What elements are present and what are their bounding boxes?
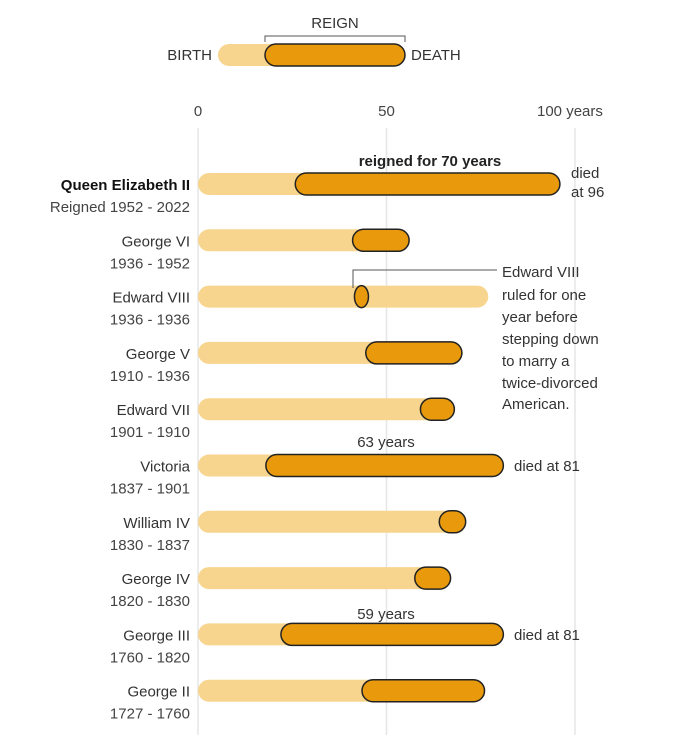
reign-bar [419, 397, 456, 421]
elizabeth-died-line2: at 96 [571, 184, 604, 201]
lifespan-bar [198, 398, 455, 421]
george3-died-annotation: died at 81 [514, 627, 580, 644]
monarch-name: William IV [123, 515, 190, 532]
monarch-name: Victoria [140, 459, 190, 476]
reign-period: 1727 - 1760 [110, 706, 190, 723]
edward8-note-line: stepping down [502, 331, 599, 348]
legend-birth-label: BIRTH [167, 47, 212, 64]
annotations: reigned for 70 years died at 96 63 years… [352, 153, 604, 644]
reign-bar [294, 172, 561, 196]
reign-bar [414, 566, 452, 590]
x-axis: 0 50 100 years [194, 103, 603, 120]
x-tick-label: 50 [378, 103, 395, 120]
reign-period: 1820 - 1830 [110, 593, 190, 610]
reign-period: 1830 - 1837 [110, 537, 190, 554]
reign-bar [438, 510, 467, 534]
victoria-died-annotation: died at 81 [514, 458, 580, 475]
reign-bar [280, 622, 505, 647]
victoria-years-annotation: 63 years [357, 434, 415, 451]
x-tick-label: 0 [194, 103, 202, 120]
x-tick-label: 100 years [537, 103, 603, 120]
reign-period: 1936 - 1936 [110, 312, 190, 329]
monarch-name: George III [123, 627, 190, 644]
lifespan-bar [198, 285, 489, 308]
elizabeth-reign-annotation: reigned for 70 years [359, 153, 502, 170]
legend-reign-bracket [264, 35, 406, 42]
edward8-note-line: Edward VIII [502, 264, 580, 281]
bars [198, 172, 561, 703]
reign-bar [353, 284, 370, 309]
edward8-note-line: ruled for one [502, 287, 586, 304]
reign-period: Reigned 1952 - 2022 [50, 199, 190, 216]
edward8-leader-line [352, 269, 497, 288]
reign-period: 1837 - 1901 [110, 481, 190, 498]
legend: REIGN BIRTH DEATH [167, 15, 461, 67]
reign-period: 1901 - 1910 [110, 424, 190, 441]
legend-reign-bar [264, 43, 406, 67]
row-labels: Queen Elizabeth II Reigned 1952 - 2022 Geo… [50, 177, 191, 723]
reign-period: 1760 - 1820 [110, 649, 190, 666]
elizabeth-died-line1: died [571, 165, 599, 182]
legend-death-label: DEATH [411, 47, 461, 64]
monarch-name: Edward VIII [112, 290, 190, 307]
monarch-name: George V [126, 346, 190, 363]
monarch-name: Edward VII [117, 402, 190, 419]
reign-bar [351, 228, 410, 253]
edward8-note-line: American. [502, 396, 570, 413]
edward8-note-line: to marry a [502, 353, 570, 370]
george3-years-annotation: 59 years [357, 606, 415, 623]
edward8-note: Edward VIII ruled for one year before st… [502, 264, 603, 413]
edward8-note-line: twice-divorced [502, 375, 598, 392]
monarch-name: George VI [122, 233, 190, 250]
reign-period: 1910 - 1936 [110, 368, 190, 385]
reign-bar [265, 453, 505, 478]
monarch-name: George IV [122, 571, 190, 588]
reign-period: 1936 - 1952 [110, 255, 190, 272]
legend-reign-label: REIGN [311, 15, 359, 32]
monarch-name: Queen Elizabeth II [61, 177, 190, 194]
lifespan-bar [198, 567, 451, 590]
edward8-note-line: year before [502, 309, 578, 326]
monarch-name: George II [127, 684, 190, 701]
reign-bar [365, 341, 463, 365]
lifespan-bar [198, 510, 466, 533]
reign-bar [361, 678, 486, 703]
